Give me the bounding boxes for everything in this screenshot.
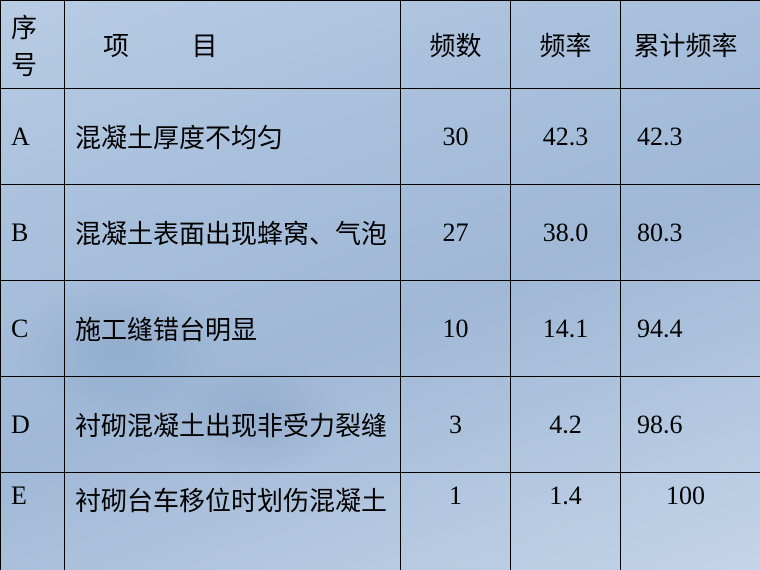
cell-frequency: 42.3 [511,89,621,185]
table-row: A 混凝土厚度不均匀 30 42.3 42.3 [1,89,760,185]
col-header-cumulative: 累计频率 [621,1,760,89]
cell-count: 27 [401,185,511,281]
cell-index: B [1,185,65,281]
cell-index: A [1,89,65,185]
cell-project: 衬砌台车移位时划伤混凝土 [65,473,401,570]
cell-count: 3 [401,377,511,473]
col-header-count: 频数 [401,1,511,89]
table-row: D 衬砌混凝土出现非受力裂缝 3 4.2 98.6 [1,377,760,473]
table-header-row: 序号 项 目 频数 频率 累计频率 [1,1,760,89]
cell-frequency: 14.1 [511,281,621,377]
cell-cumulative: 94.4 [621,281,760,377]
cell-index: E [1,473,65,570]
table-row: C 施工缝错台明显 10 14.1 94.4 [1,281,760,377]
cell-index: D [1,377,65,473]
cell-count: 1 [401,473,511,570]
cell-project: 施工缝错台明显 [65,281,401,377]
cell-frequency: 1.4 [511,473,621,570]
col-header-frequency: 频率 [511,1,621,89]
cell-cumulative: 42.3 [621,89,760,185]
cell-count: 30 [401,89,511,185]
cell-cumulative: 80.3 [621,185,760,281]
col-header-project: 项 目 [65,1,401,89]
cell-index: C [1,281,65,377]
cell-frequency: 38.0 [511,185,621,281]
cell-cumulative: 100 [621,473,760,570]
cell-count: 10 [401,281,511,377]
table-row: E 衬砌台车移位时划伤混凝土 1 1.4 100 [1,473,760,570]
col-header-index: 序号 [1,1,65,89]
defect-frequency-table: 序号 项 目 频数 频率 累计频率 A 混凝土厚度不均匀 30 42.3 42.… [0,0,760,570]
cell-frequency: 4.2 [511,377,621,473]
cell-project: 混凝土表面出现蜂窝、气泡 [65,185,401,281]
cell-project: 混凝土厚度不均匀 [65,89,401,185]
cell-cumulative: 98.6 [621,377,760,473]
cell-project: 衬砌混凝土出现非受力裂缝 [65,377,401,473]
table-row: B 混凝土表面出现蜂窝、气泡 27 38.0 80.3 [1,185,760,281]
